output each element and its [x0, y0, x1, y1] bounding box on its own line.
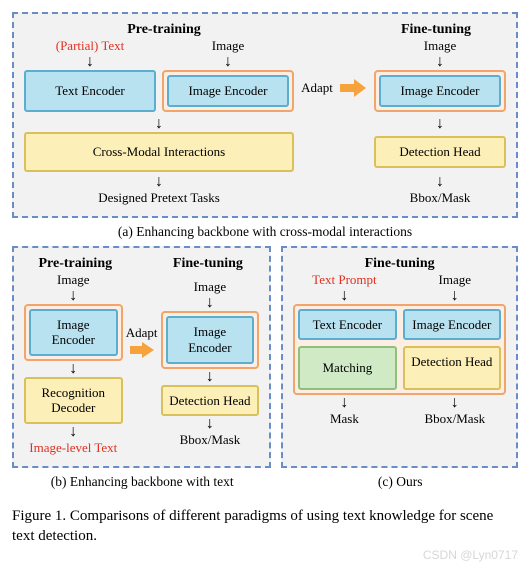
highlighted-image-encoder-b1: Image Encoder	[24, 304, 123, 361]
bbox-mask-label: Bbox/Mask	[161, 432, 260, 448]
image-encoder-block: Image Encoder	[167, 75, 289, 107]
matching-block: Matching	[298, 346, 396, 390]
panel-c-finetune-title: Fine-tuning	[293, 256, 506, 272]
arrow-down-icon: ↓	[161, 371, 260, 383]
partial-text-label: (Partial) Text	[24, 38, 156, 54]
bbox-mask-label: Bbox/Mask	[404, 411, 506, 427]
arrow-down-icon: ↓	[24, 426, 123, 438]
adapt-arrow-icon	[340, 78, 368, 98]
image-level-text-label: Image-level Text	[24, 440, 123, 456]
panel-a-pretrain-title: Pre-training	[24, 22, 304, 38]
image-label-a2: Image	[374, 38, 506, 54]
arrow-down-icon: ↓	[404, 290, 506, 302]
image-encoder-block: Image Encoder	[166, 316, 255, 363]
image-encoder-block: Image Encoder	[403, 309, 501, 341]
image-encoder-block: Image Encoder	[379, 75, 501, 107]
highlighted-image-encoder-a1: Image Encoder	[162, 70, 294, 112]
arrow-down-icon: ↓	[293, 397, 395, 409]
text-prompt-label: Text Prompt	[293, 272, 395, 288]
arrow-down-icon: ↓	[24, 118, 294, 130]
arrow-down-icon: ↓	[404, 397, 506, 409]
highlighted-image-encoder-b2: Image Encoder	[161, 311, 260, 368]
recognition-decoder-block: Recognition Decoder	[24, 377, 123, 424]
detection-head-block: Detection Head	[374, 136, 506, 168]
adapt-arrow-icon	[130, 341, 154, 359]
panel-a: Pre-training Fine-tuning (Partial) Text …	[12, 12, 518, 218]
panel-b-finetune-title: Fine-tuning	[157, 256, 260, 272]
text-encoder-block: Text Encoder	[24, 70, 156, 112]
arrow-down-icon: ↓	[293, 290, 395, 302]
bbox-mask-label: Bbox/Mask	[374, 190, 506, 206]
arrow-down-icon: ↓	[24, 56, 156, 68]
mask-label: Mask	[293, 411, 395, 427]
panel-b-pretrain-title: Pre-training	[24, 256, 127, 272]
arrow-down-icon: ↓	[374, 176, 506, 188]
image-encoder-block: Image Encoder	[29, 309, 118, 356]
arrow-down-icon: ↓	[374, 56, 506, 68]
image-label-c: Image	[404, 272, 506, 288]
arrow-down-icon: ↓	[24, 290, 123, 302]
arrow-down-icon: ↓	[161, 418, 260, 430]
highlighted-group-c: Text Encoder Image Encoder Matching Dete…	[293, 304, 506, 395]
watermark-text: CSDN @Lyn0717	[12, 548, 518, 562]
panel-a-caption: (a) Enhancing backbone with cross-modal …	[12, 224, 518, 240]
arrow-down-icon: ↓	[24, 176, 294, 188]
panel-c-caption: (c) Ours	[282, 474, 518, 490]
panel-b-caption: (b) Enhancing backbone with text	[12, 474, 272, 490]
detection-head-block: Detection Head	[403, 346, 501, 390]
image-label-a1: Image	[162, 38, 294, 54]
image-label-b1: Image	[24, 272, 123, 288]
arrow-down-icon: ↓	[161, 297, 260, 309]
text-encoder-block: Text Encoder	[298, 309, 396, 341]
panel-a-finetune-title: Fine-tuning	[366, 22, 506, 38]
arrow-down-icon: ↓	[24, 363, 123, 375]
arrow-down-icon: ↓	[162, 56, 294, 68]
figure-caption: Figure 1. Comparisons of different parad…	[12, 506, 518, 547]
adapt-label-b: Adapt	[126, 325, 158, 341]
pretext-tasks-label: Designed Pretext Tasks	[24, 190, 294, 206]
panel-b: Pre-training Fine-tuning Image ↓ Image E…	[12, 246, 271, 468]
arrow-down-icon: ↓	[374, 118, 506, 130]
adapt-label-a: Adapt	[300, 80, 334, 96]
image-label-b2: Image	[161, 279, 260, 295]
cross-modal-block: Cross-Modal Interactions	[24, 132, 294, 172]
highlighted-image-encoder-a2: Image Encoder	[374, 70, 506, 112]
panel-c: Fine-tuning Text Prompt Image ↓ ↓ Text E…	[281, 246, 518, 468]
detection-head-block: Detection Head	[161, 385, 260, 417]
